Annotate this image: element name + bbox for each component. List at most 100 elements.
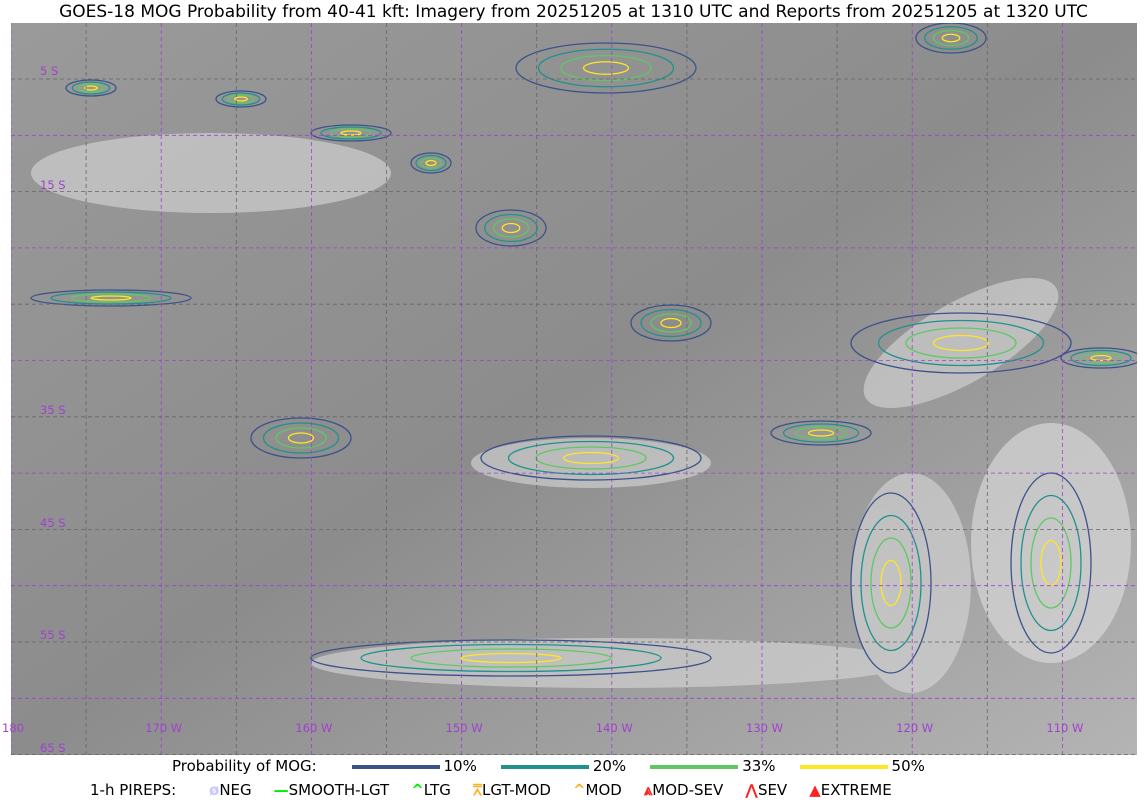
mog-contour-10% <box>250 417 352 459</box>
mog-contour-20% <box>221 92 261 106</box>
longitude-label: 160 W <box>295 721 333 735</box>
pirep-label: MOD <box>585 781 622 799</box>
mog-contour-20% <box>415 154 447 172</box>
mog-contour-10% <box>630 304 712 342</box>
mog-contour-10% <box>1060 347 1137 369</box>
satellite-map <box>11 23 1137 755</box>
mog-contour-10% <box>515 42 697 94</box>
mog-contour-20% <box>262 422 340 454</box>
mog-contour-33% <box>1080 352 1122 364</box>
mog-contour-50% <box>460 652 562 664</box>
mog-contour-10% <box>480 435 702 481</box>
mog-contour-50% <box>84 85 98 91</box>
probability-level-label: 33% <box>742 757 776 775</box>
mog-contour-20% <box>71 81 111 95</box>
mog-contour-10% <box>770 420 872 446</box>
mog-contour-33% <box>70 293 152 303</box>
mog-contour-20% <box>360 643 662 673</box>
pireps-legend-title: 1-h PIREPS: <box>90 781 177 799</box>
latitude-label: 65 S <box>40 741 66 755</box>
mog-contour-50% <box>932 334 990 352</box>
mog-contour-10% <box>30 289 192 307</box>
mog-contour-50% <box>941 33 961 43</box>
mog-contour-20% <box>877 319 1045 367</box>
pirep-label: EXTREME <box>820 781 892 799</box>
mog-contour-33% <box>330 128 372 138</box>
caret-icon: ^ <box>572 781 586 799</box>
pirep-label: LGT-MOD <box>481 781 551 799</box>
probability-level-label: 50% <box>891 757 925 775</box>
probability-level-label: 10% <box>443 757 477 775</box>
pirep-label: LTG <box>423 781 451 799</box>
pirep-label: SEV <box>757 781 788 799</box>
swatch-50% <box>799 764 888 769</box>
mog-contour-33% <box>932 29 970 47</box>
mog-contour-33% <box>795 426 847 440</box>
mog-contour-20% <box>320 126 382 140</box>
mog-contour-10% <box>310 639 712 677</box>
mog-contour-50% <box>582 61 630 75</box>
null-icon: ø <box>209 781 220 799</box>
mog-contour-50% <box>807 429 835 437</box>
mog-contour-10% <box>850 492 932 674</box>
latitude-label: 15 S <box>40 178 66 192</box>
chart-title: GOES-18 MOG Probability from 40-41 kft: … <box>59 2 1088 22</box>
mog-contour-33% <box>227 94 255 104</box>
mog-contours <box>30 23 1137 677</box>
mog-contour-33% <box>77 83 105 93</box>
mog-contour-33% <box>492 218 530 238</box>
mog-contour-20% <box>507 440 675 476</box>
mog-contour-33% <box>410 648 612 668</box>
mog-contour-33% <box>535 446 647 470</box>
mog-contour-10% <box>215 90 267 108</box>
mog-contour-33% <box>420 157 442 169</box>
mog-contour-50% <box>660 317 682 329</box>
mog-contour-10% <box>475 209 547 247</box>
mog-contour-20% <box>1070 349 1132 367</box>
swatch-10% <box>351 764 440 769</box>
mog-contour-50% <box>1090 354 1112 362</box>
longitude-label: 110 W <box>1046 721 1084 735</box>
mog-contour-20% <box>860 514 922 652</box>
latitude-label: 35 S <box>40 403 66 417</box>
pirep-label: MOD-SEV <box>652 781 724 799</box>
caret-bar-icon: ⩞ <box>472 781 482 799</box>
pirep-label: SMOOTH-LGT <box>288 781 390 799</box>
mog-contour-20% <box>782 423 860 443</box>
mog-contour-10% <box>65 79 117 97</box>
swatch-33% <box>650 764 739 769</box>
mog-contour-20% <box>484 213 538 243</box>
mog-contour-10% <box>410 152 452 174</box>
pireps-legend: 1-h PIREPS: øNEG —SMOOTH-LGT ^LTG ⩞LGT-MOD ^… <box>90 781 892 799</box>
longitude-label: 170 W <box>145 721 183 735</box>
pirep-label: NEG <box>219 781 252 799</box>
mog-contour-33% <box>560 54 652 82</box>
double-caret-icon: ⋀ <box>745 781 758 799</box>
mog-contour-20% <box>1020 494 1082 632</box>
latitude-label: 45 S <box>40 516 66 530</box>
mog-contour-20% <box>924 26 978 50</box>
line-icon: — <box>273 781 289 799</box>
swatch-20% <box>500 764 589 769</box>
lat-lon-grid <box>11 23 1137 755</box>
mog-contour-33% <box>650 313 692 333</box>
mog-contour-10% <box>850 312 1072 374</box>
mog-contour-50% <box>425 159 437 167</box>
mog-contour-20% <box>640 308 702 338</box>
mog-contour-10% <box>915 23 987 54</box>
mog-contour-50% <box>287 432 315 444</box>
mog-contour-50% <box>90 295 132 301</box>
mog-contour-33% <box>275 427 327 449</box>
caret-icon: ^ <box>411 781 424 799</box>
mog-contour-50% <box>880 559 902 607</box>
mog-contour-50% <box>501 222 521 234</box>
mog-contour-50% <box>562 451 620 465</box>
mog-contour-20% <box>537 48 675 88</box>
double-caret-bar-icon: ⩓ <box>643 781 653 799</box>
latitude-label: 55 S <box>40 628 66 642</box>
probability-legend: Probability of MOG: 10% 20% 33% 50% <box>172 757 925 775</box>
mog-contour-50% <box>234 96 248 102</box>
latitude-label: 5 S <box>40 64 59 78</box>
mog-contour-33% <box>1030 517 1072 609</box>
mog-contour-33% <box>870 537 912 629</box>
